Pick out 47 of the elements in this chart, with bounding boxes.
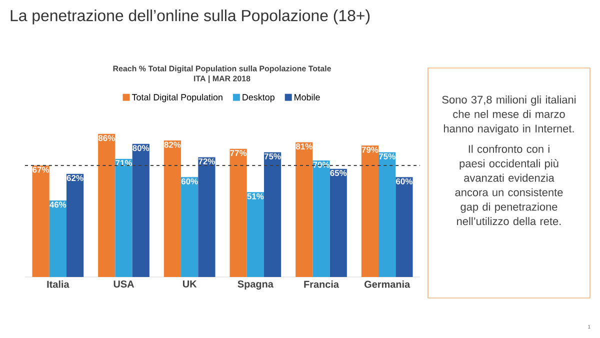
data-label: 51% bbox=[247, 193, 264, 200]
text: Il confronto con i paesi occidentali più avanzati evidenzia ancora un consistente gap di penetrazione nell’utilizzo della rete. bbox=[455, 144, 563, 226]
text: Sono 37,8 milioni gli italiani che nel mese di marzo hanno navigato in Internet. bbox=[442, 96, 576, 135]
bar bbox=[396, 177, 413, 277]
data-label: 72% bbox=[198, 158, 215, 164]
bar bbox=[198, 157, 216, 277]
bar bbox=[181, 177, 198, 277]
data-label: 80% bbox=[132, 145, 150, 152]
x-tick-label: UK bbox=[182, 280, 197, 288]
x-tick-label: Francia bbox=[304, 280, 340, 288]
x-tick-label: USA bbox=[114, 280, 134, 288]
data-label: 75% bbox=[378, 153, 396, 160]
bar bbox=[132, 144, 150, 277]
bar bbox=[164, 140, 182, 277]
bar bbox=[49, 200, 66, 277]
bar bbox=[378, 152, 396, 277]
data-label: 79% bbox=[362, 146, 378, 153]
bar bbox=[246, 192, 264, 277]
x-tick-label: Italia bbox=[47, 280, 70, 288]
data-label: 67% bbox=[32, 166, 50, 173]
bar bbox=[264, 152, 282, 277]
data-label: 86% bbox=[98, 135, 115, 142]
bar bbox=[312, 160, 330, 277]
legend-label: Total Digital Population bbox=[132, 94, 222, 102]
data-label: 46% bbox=[50, 202, 66, 208]
bar bbox=[98, 134, 116, 277]
data-label: 62% bbox=[66, 175, 84, 182]
legend-label: Mobile bbox=[294, 94, 320, 100]
data-label: 81% bbox=[296, 143, 312, 150]
data-label: 77% bbox=[230, 150, 247, 156]
bar bbox=[66, 174, 84, 277]
data-label: 65% bbox=[330, 170, 347, 176]
data-label: 82% bbox=[164, 142, 181, 148]
data-label: 70% bbox=[313, 162, 330, 168]
bar bbox=[32, 166, 50, 277]
data-label: 60% bbox=[181, 178, 198, 184]
bar bbox=[115, 158, 132, 277]
bar bbox=[330, 168, 347, 277]
data-label: 60% bbox=[396, 178, 412, 184]
x-tick-label: Germania bbox=[364, 280, 410, 288]
chart-title: La penetrazione dell’online sulla Popolazione (18+) bbox=[10, 10, 370, 24]
bar bbox=[296, 142, 313, 277]
data-label: 75% bbox=[264, 153, 281, 160]
bar bbox=[230, 148, 247, 277]
x-tick-label: Spagna bbox=[238, 280, 274, 290]
legend-label: Desktop bbox=[242, 94, 274, 102]
bar bbox=[361, 146, 379, 277]
